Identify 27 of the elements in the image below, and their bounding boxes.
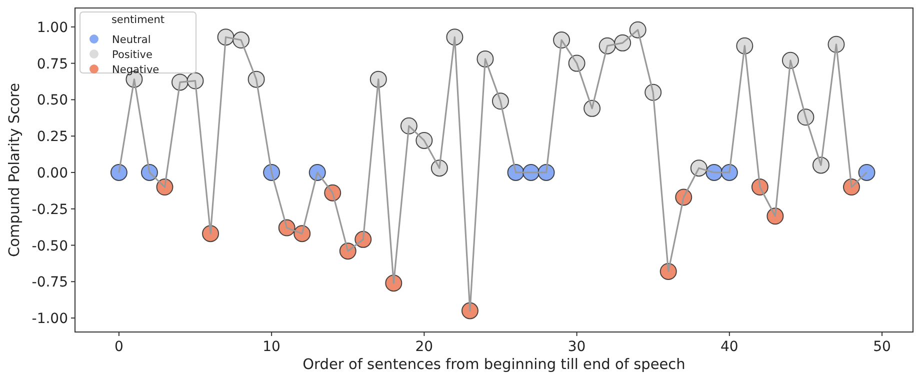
x-tick-label: 40 <box>720 339 738 355</box>
x-tick-label: 10 <box>262 339 280 355</box>
y-tick-label: 1.00 <box>36 20 68 36</box>
y-axis-title: Compund Polarity Score <box>7 82 23 258</box>
point <box>446 28 464 46</box>
point <box>110 164 128 181</box>
x-tick-label: 50 <box>873 339 891 355</box>
legend-label: Positive <box>112 49 152 61</box>
legend-label: Neutral <box>112 34 151 46</box>
point <box>385 274 402 292</box>
point <box>461 302 478 320</box>
x-tick-label: 0 <box>114 339 124 355</box>
y-tick-label: 0.25 <box>36 129 68 146</box>
x-tick-label: 20 <box>415 339 434 355</box>
legend-title: sentiment <box>111 14 165 26</box>
point <box>370 70 387 88</box>
y-tick-label: 0.75 <box>36 56 68 72</box>
y-tick-label: 0.50 <box>36 92 68 109</box>
y-tick-label: -1.00 <box>32 311 68 328</box>
y-tick-label: -0.75 <box>32 274 68 291</box>
x-axis-title: Order of sentences from beginning till end of speech <box>302 357 686 373</box>
y-tick-label: -0.50 <box>32 238 68 254</box>
y-tick-label: 0.00 <box>36 165 68 182</box>
y-tick-label: -0.25 <box>32 202 68 218</box>
legend-label: Negative <box>112 64 160 76</box>
point <box>858 164 876 181</box>
x-tick-label: 30 <box>568 339 586 355</box>
